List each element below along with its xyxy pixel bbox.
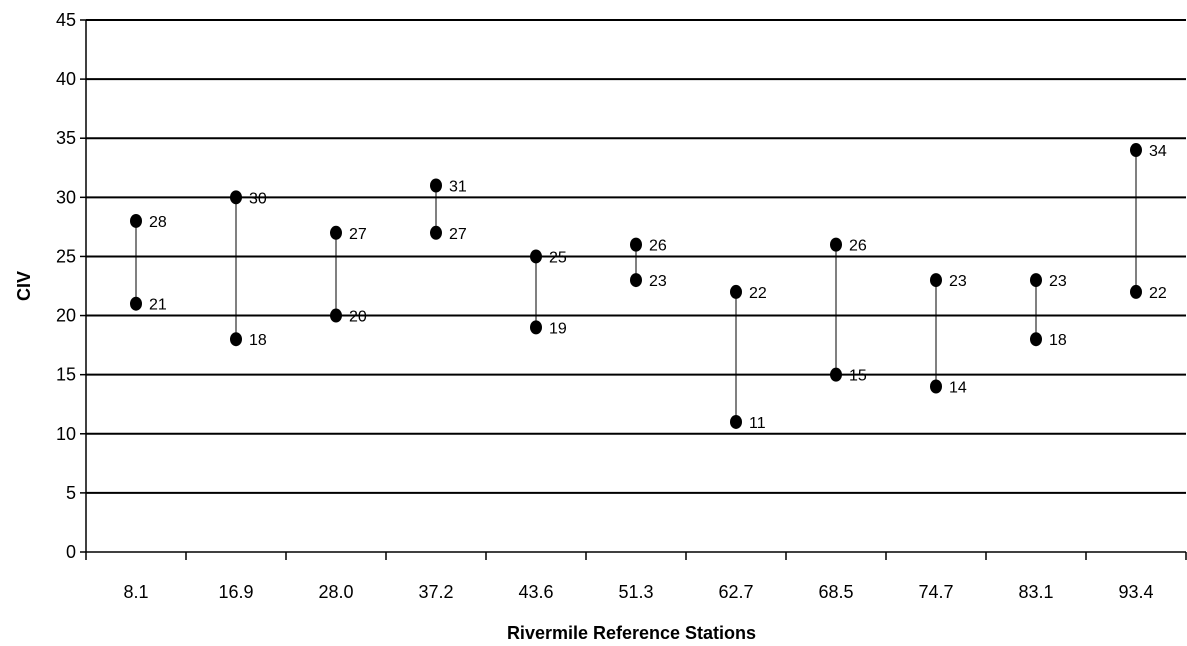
low-label-37.2: 27 bbox=[449, 226, 467, 243]
high-label-37.2: 31 bbox=[449, 179, 467, 196]
y-tick-label-25: 25 bbox=[56, 246, 76, 266]
high-point-68.5 bbox=[830, 237, 842, 252]
y-tick-label-0: 0 bbox=[66, 542, 76, 562]
y-tick-label-15: 15 bbox=[56, 365, 76, 385]
x-tick-label-16.9: 16.9 bbox=[218, 582, 253, 602]
x-tick-label-62.7: 62.7 bbox=[718, 582, 753, 602]
high-label-16.9: 30 bbox=[249, 190, 267, 207]
high-label-28.0: 27 bbox=[349, 226, 367, 243]
high-point-93.4 bbox=[1130, 143, 1142, 158]
x-tick-label-74.7: 74.7 bbox=[918, 582, 953, 602]
range-37.2: 31 27 bbox=[430, 178, 467, 243]
high-label-74.7: 23 bbox=[949, 273, 967, 290]
range-74.7: 23 14 bbox=[930, 273, 967, 396]
y-axis-title: CIV bbox=[14, 271, 34, 301]
low-label-74.7: 14 bbox=[949, 379, 967, 396]
low-label-51.3: 23 bbox=[649, 273, 667, 290]
low-point-83.1 bbox=[1030, 332, 1042, 347]
low-label-28.0: 20 bbox=[349, 309, 367, 326]
low-label-43.6: 19 bbox=[549, 320, 567, 337]
low-point-37.2 bbox=[430, 225, 442, 240]
y-tick-label-20: 20 bbox=[56, 306, 76, 326]
high-label-43.6: 25 bbox=[549, 249, 567, 266]
high-point-8.1 bbox=[130, 213, 142, 228]
high-label-62.7: 22 bbox=[749, 285, 767, 302]
range-68.5: 26 15 bbox=[830, 237, 867, 385]
low-label-93.4: 22 bbox=[1149, 285, 1167, 302]
low-point-28.0 bbox=[330, 308, 342, 323]
range-83.1: 23 18 bbox=[1030, 273, 1067, 349]
y-axis-ticks: 0 5 10 15 20 25 30 35 40 45 bbox=[56, 10, 86, 562]
range-28.0: 27 20 bbox=[330, 225, 367, 326]
high-label-8.1: 28 bbox=[149, 214, 167, 231]
low-point-51.3 bbox=[630, 273, 642, 288]
x-tick-label-8.1: 8.1 bbox=[123, 582, 148, 602]
high-point-74.7 bbox=[930, 273, 942, 288]
range-62.7: 22 11 bbox=[730, 284, 767, 432]
x-tick-label-83.1: 83.1 bbox=[1018, 582, 1053, 602]
low-label-68.5: 15 bbox=[849, 368, 867, 385]
y-tick-label-35: 35 bbox=[56, 128, 76, 148]
x-tick-label-51.3: 51.3 bbox=[618, 582, 653, 602]
x-tick-label-93.4: 93.4 bbox=[1118, 582, 1153, 602]
high-point-62.7 bbox=[730, 284, 742, 299]
x-tick-label-37.2: 37.2 bbox=[418, 582, 453, 602]
x-tick-label-68.5: 68.5 bbox=[818, 582, 853, 602]
high-label-68.5: 26 bbox=[849, 238, 867, 255]
high-point-83.1 bbox=[1030, 273, 1042, 288]
y-tick-label-45: 45 bbox=[56, 10, 76, 30]
high-label-83.1: 23 bbox=[1049, 273, 1067, 290]
high-point-51.3 bbox=[630, 237, 642, 252]
high-label-51.3: 26 bbox=[649, 238, 667, 255]
low-label-83.1: 18 bbox=[1049, 332, 1067, 349]
low-point-62.7 bbox=[730, 414, 742, 429]
high-point-16.9 bbox=[230, 190, 242, 205]
range-51.3: 26 23 bbox=[630, 237, 667, 290]
high-label-93.4: 34 bbox=[1149, 143, 1167, 160]
range-43.6: 25 19 bbox=[530, 249, 567, 337]
y-tick-label-5: 5 bbox=[66, 483, 76, 503]
low-label-8.1: 21 bbox=[149, 297, 167, 314]
x-axis-ticks: 8.1 16.9 28.0 37.2 43.6 51.3 62.7 68.5 74.7 83.1 9… bbox=[85, 552, 1187, 602]
y-tick-label-40: 40 bbox=[56, 69, 76, 89]
y-tick-label-30: 30 bbox=[56, 187, 76, 207]
range-93.4: 34 22 bbox=[1130, 143, 1167, 302]
low-label-62.7: 11 bbox=[749, 415, 766, 432]
low-point-93.4 bbox=[1130, 284, 1142, 299]
y-tick-label-10: 10 bbox=[56, 424, 76, 444]
low-point-8.1 bbox=[130, 296, 142, 311]
x-tick-label-43.6: 43.6 bbox=[518, 582, 553, 602]
high-point-28.0 bbox=[330, 225, 342, 240]
high-point-37.2 bbox=[430, 178, 442, 193]
x-axis-title: Rivermile Reference Stations bbox=[507, 623, 756, 643]
low-point-16.9 bbox=[230, 332, 242, 347]
range-8.1: 28 21 bbox=[130, 213, 167, 314]
low-point-74.7 bbox=[930, 379, 942, 394]
range-16.9: 30 18 bbox=[230, 190, 267, 349]
high-point-43.6 bbox=[530, 249, 542, 264]
low-point-68.5 bbox=[830, 367, 842, 382]
low-label-16.9: 18 bbox=[249, 332, 267, 349]
low-point-43.6 bbox=[530, 320, 542, 335]
x-tick-label-28.0: 28.0 bbox=[318, 582, 353, 602]
series-ranges: 28 21 30 18 27 20 31 27 25 19 26 23 22 11 26 15 23 14 23 18… bbox=[130, 143, 1167, 432]
